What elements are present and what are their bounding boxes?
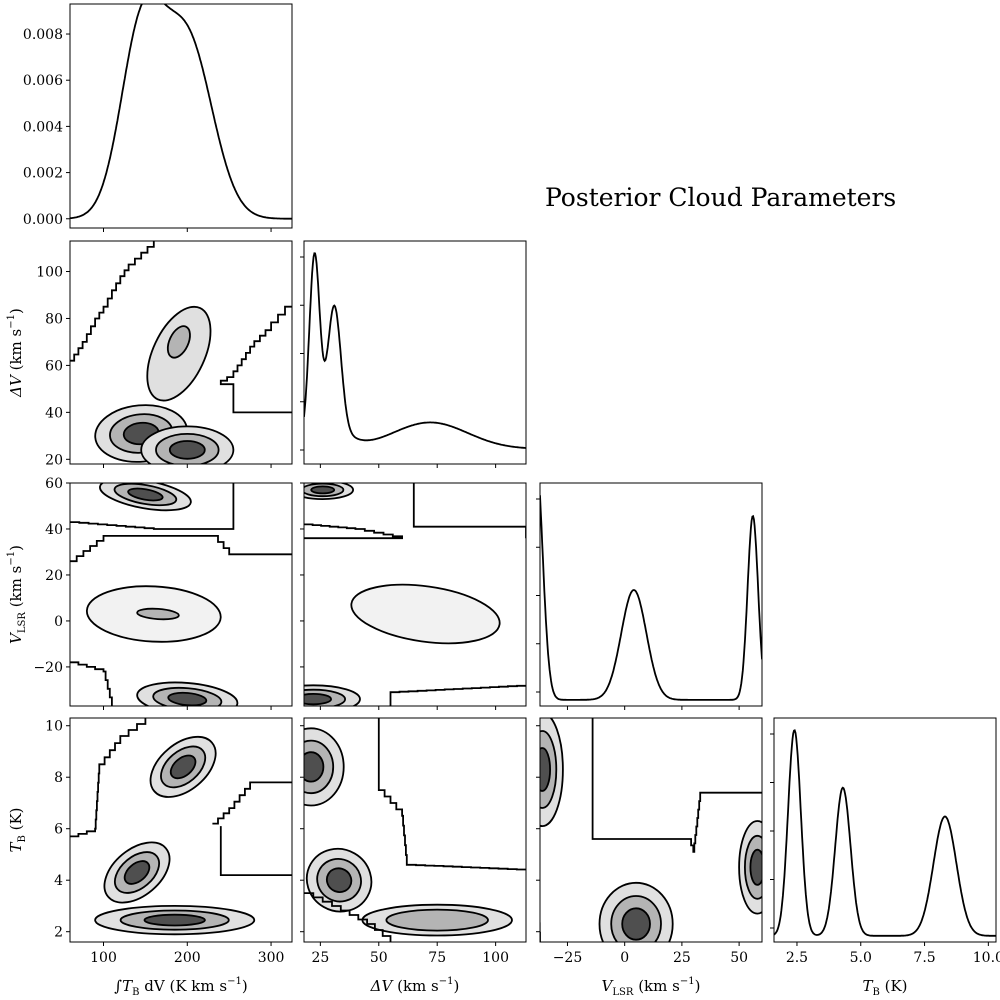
y-tick-label: 60 xyxy=(45,358,63,374)
contour-boundary xyxy=(212,781,292,825)
contour-level-0 xyxy=(350,583,501,645)
x-tick-label: 5.0 xyxy=(850,950,872,966)
contour-level-3 xyxy=(123,860,151,885)
y-tick-label: 0 xyxy=(54,614,63,630)
panel-frame xyxy=(773,717,997,943)
y-tick-label: 4 xyxy=(54,873,63,889)
density-panel-flux: 0.000 0.002 0.004 0.006 0.008 xyxy=(23,3,293,232)
contour-boundary xyxy=(389,684,526,706)
panel-frame xyxy=(303,717,527,943)
x-tick-label: 7.5 xyxy=(913,950,935,966)
panel-frame xyxy=(69,717,293,943)
x-axis-label-vlsr: VLSR (km s−1) xyxy=(602,976,701,998)
contour-level-3 xyxy=(167,691,208,706)
y-tick-label: 8 xyxy=(54,770,63,786)
density-curve-flux xyxy=(70,4,292,220)
y-tick-label: 2 xyxy=(54,925,63,941)
figure-title: Posterior Cloud Parameters xyxy=(545,183,896,212)
density-curve-vlsr xyxy=(540,495,762,701)
y-tick-label: 80 xyxy=(45,311,63,327)
density-panel-dv xyxy=(300,240,527,468)
x-tick-label: 2.5 xyxy=(786,950,808,966)
contour-level-3 xyxy=(621,907,651,941)
x-axis-label-dv: ΔV (km s−1) xyxy=(370,976,460,995)
x-tick-label: 100 xyxy=(482,950,509,966)
contour-level-3 xyxy=(304,751,325,783)
y-tick-label: 10 xyxy=(45,719,63,735)
x-tick-label: 75 xyxy=(428,950,446,966)
contour-level-3 xyxy=(168,440,206,460)
contour-level-2 xyxy=(136,607,180,621)
scatter-panel-tb_flux: 100 200 300 2 4 6 8 10 xyxy=(45,717,293,966)
y-tick-label: 60 xyxy=(45,476,63,492)
scatter-panel-dv_flux: 20 40 60 80 100 xyxy=(36,240,293,468)
x-tick-label: 25 xyxy=(673,950,691,966)
contour-level-3 xyxy=(749,848,762,886)
contour-level-3 xyxy=(325,867,353,893)
x-axis-label-flux: ∫TB dV (K km s−1) xyxy=(114,976,247,998)
x-tick-label: 25 xyxy=(311,950,329,966)
x-tick-label: 0 xyxy=(620,950,629,966)
contour-level-3 xyxy=(310,485,336,495)
panel-frame xyxy=(303,482,527,707)
x-tick-label: 10.0 xyxy=(973,950,1000,966)
contour-boundary xyxy=(304,523,403,540)
x-tick-label: 50 xyxy=(730,950,748,966)
contour-level-3 xyxy=(304,693,332,706)
contour-boundary xyxy=(377,718,526,871)
scatter-panel-vlsr_flux: −20 0 20 40 60 xyxy=(33,476,293,710)
contour-boundary xyxy=(70,718,147,838)
contour-boundary xyxy=(412,483,526,539)
panel-frame xyxy=(303,240,527,465)
contour-boundary xyxy=(70,483,235,530)
panel-frame xyxy=(69,240,293,465)
density-panel-tb: 2.5 5.0 7.5 10.0 xyxy=(770,717,1000,966)
contour-level-2 xyxy=(166,325,191,359)
scatter-panel-vlsr_dv xyxy=(300,482,527,710)
y-tick-label: 6 xyxy=(54,822,63,838)
x-tick-label: 200 xyxy=(174,950,201,966)
contour-boundary xyxy=(304,892,392,942)
x-tick-label: 300 xyxy=(258,950,285,966)
panel-frame xyxy=(539,482,763,707)
contour-boundary xyxy=(70,241,155,362)
x-tick-label: 50 xyxy=(370,950,388,966)
scatter-panel-tb_vlsr: −25 0 25 50 xyxy=(536,717,763,966)
density-curve-dv xyxy=(304,252,526,449)
contour-boundary xyxy=(591,718,762,853)
y-tick-label: 40 xyxy=(45,405,63,421)
y-tick-label: 100 xyxy=(36,265,63,281)
y-axis-label-dv: ΔV (km s−1) xyxy=(6,308,25,398)
y-tick-label: 20 xyxy=(45,452,63,468)
y-tick-label: −20 xyxy=(33,660,63,676)
y-axis-label-tb: TB (K) xyxy=(7,807,28,852)
contour-boundary xyxy=(70,535,292,563)
contour-level-3 xyxy=(143,913,206,927)
y-tick-label: 0.006 xyxy=(23,73,63,89)
x-axis-label-tb: TB (K) xyxy=(862,977,907,998)
contour-boundary xyxy=(70,661,113,706)
y-tick-label: 40 xyxy=(45,522,63,538)
contour-level-3 xyxy=(169,754,197,780)
contour-level-3 xyxy=(127,487,164,502)
y-tick-label: 0.008 xyxy=(23,27,63,43)
y-tick-label: 0.004 xyxy=(23,119,63,135)
contour-level-3 xyxy=(540,747,551,792)
x-tick-label: −25 xyxy=(553,950,583,966)
contour-boundary xyxy=(219,305,292,414)
panel-frame xyxy=(69,3,293,229)
density-panel-vlsr xyxy=(536,482,763,710)
panel-frame xyxy=(69,482,293,707)
x-tick-label: 100 xyxy=(90,950,117,966)
contour-boundary xyxy=(219,826,292,876)
panel-frame xyxy=(539,717,763,943)
y-tick-label: 20 xyxy=(45,568,63,584)
y-tick-label: 0.002 xyxy=(23,166,63,182)
y-tick-label: 0.000 xyxy=(23,212,63,228)
scatter-panel-tb_dv: 25 50 75 100 xyxy=(300,717,527,966)
density-curve-tb xyxy=(774,729,996,937)
y-axis-label-vlsr: VLSR (km s−1) xyxy=(6,545,28,644)
contour-level-2 xyxy=(385,908,489,932)
